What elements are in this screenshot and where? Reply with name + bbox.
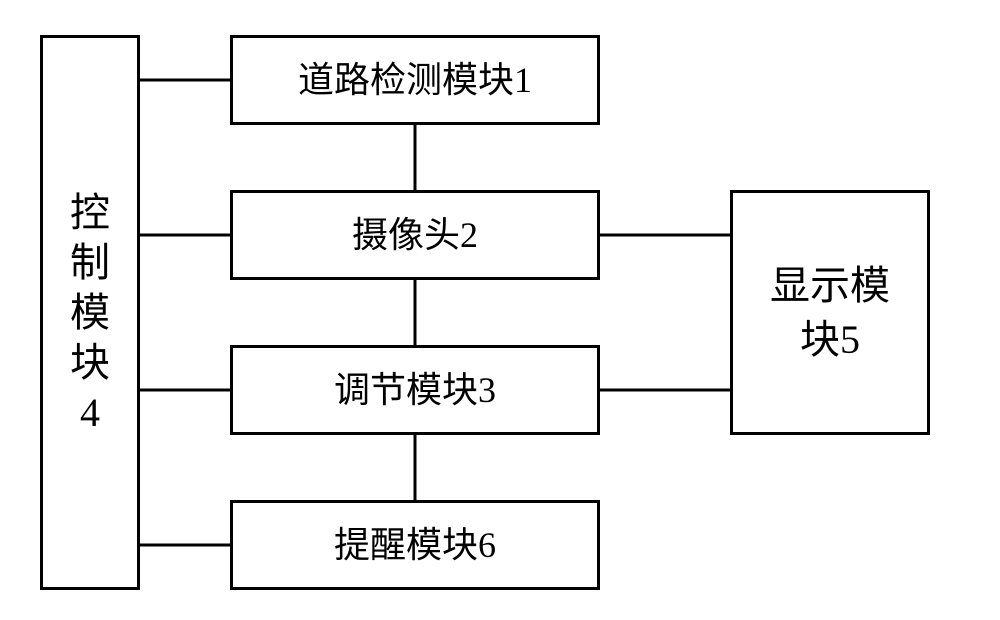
node-adjust-module: 调节模块3 — [230, 345, 600, 435]
node-display-label: 显示模块5 — [770, 259, 890, 367]
node-camera-label: 摄像头2 — [352, 213, 478, 258]
node-remind-label: 提醒模块6 — [334, 523, 496, 568]
node-control-module: 控制模块4 — [40, 35, 140, 590]
node-road-label: 道路检测模块1 — [298, 58, 532, 103]
node-road-detection-module: 道路检测模块1 — [230, 35, 600, 125]
node-adjust-label: 调节模块3 — [334, 368, 496, 413]
diagram-stage: 控制模块4 道路检测模块1 摄像头2 调节模块3 提醒模块6 显示模块5 — [0, 0, 1000, 620]
node-display-module: 显示模块5 — [730, 190, 930, 435]
node-remind-module: 提醒模块6 — [230, 500, 600, 590]
node-camera-module: 摄像头2 — [230, 190, 600, 280]
node-control-label: 控制模块4 — [70, 188, 110, 438]
